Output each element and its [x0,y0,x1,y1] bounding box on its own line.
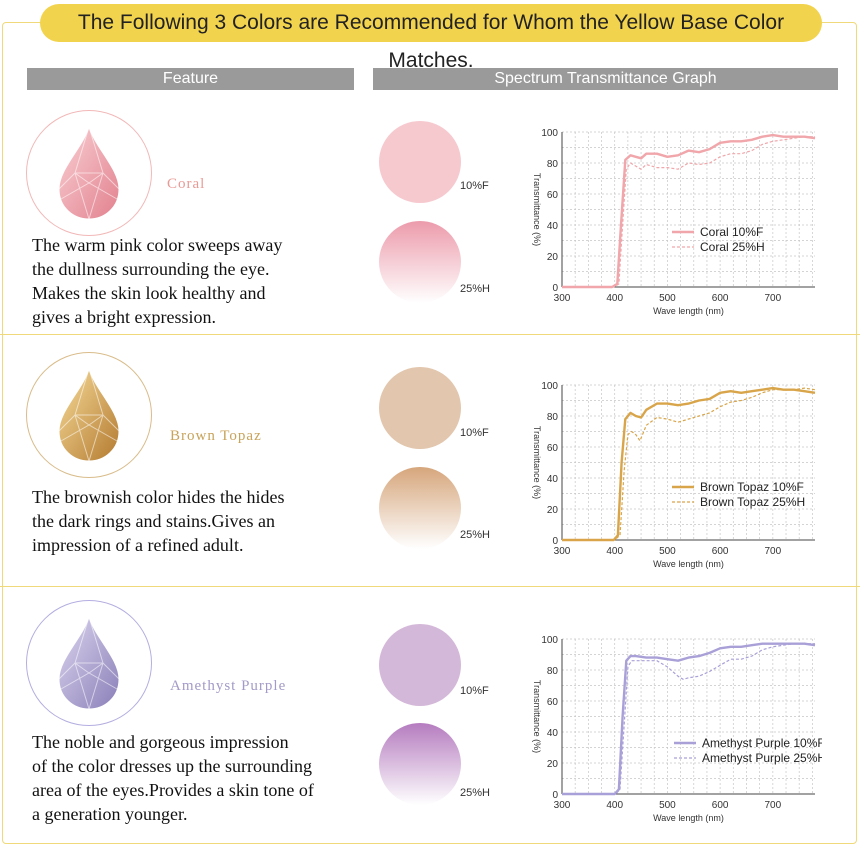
y-tick-label: 0 [552,790,558,801]
feature-header: Feature [27,68,354,90]
series-line [562,386,816,542]
y-tick-label: 100 [541,635,558,646]
x-tick-label: 600 [712,800,729,811]
series-line [562,643,815,795]
y-tick-label: 60 [547,697,559,708]
section-divider [0,586,860,587]
y-tick-label: 40 [547,221,559,232]
swatch-label: 25%H [460,283,490,295]
y-tick-label: 40 [547,474,559,485]
x-tick-label: 500 [659,546,676,557]
x-axis-label: Wave length (nm) [653,306,724,316]
product-name: Amethyst Purple [170,678,287,694]
y-tick-label: 40 [547,728,559,739]
y-tick-label: 100 [541,381,558,392]
y-tick-label: 20 [547,505,559,516]
x-tick-label: 300 [554,546,571,557]
section-divider [0,334,860,335]
y-tick-label: 20 [547,252,559,263]
y-tick-label: 80 [547,666,559,677]
legend-label: Coral 25%H [700,240,765,254]
y-axis-label: Transmittance (%) [532,680,542,753]
x-tick-label: 500 [659,800,676,811]
y-tick-label: 0 [552,283,558,294]
series-line [562,642,816,796]
gemstone-icon [58,367,120,462]
legend-label: Amethyst Purple 25%H [702,751,822,765]
lens-swatch-25h [379,723,461,805]
swatch-label: 10%F [460,180,489,192]
legend-label: Brown Topaz 10%F [700,480,804,494]
x-axis-label: Wave length (nm) [653,559,724,569]
x-tick-label: 500 [659,293,676,304]
x-tick-label: 400 [606,546,623,557]
y-tick-label: 60 [547,443,559,454]
legend-label: Amethyst Purple 10%F [702,736,822,750]
y-tick-label: 80 [547,159,559,170]
x-tick-label: 400 [606,800,623,811]
swatch-label: 10%F [460,427,489,439]
graph-header: Spectrum Transmittance Graph [373,68,838,90]
swatch-label: 10%F [460,685,489,697]
x-tick-label: 400 [606,293,623,304]
title-banner: The Following 3 Colors are Recommended f… [40,4,822,72]
x-tick-label: 600 [712,293,729,304]
y-tick-label: 0 [552,536,558,547]
swatch-label: 25%H [460,529,490,541]
product-description: The brownish color hides the hides the d… [32,487,285,555]
y-tick-label: 20 [547,759,559,770]
product-description: The warm pink color sweeps away the dull… [32,235,283,327]
lens-swatch-25h [379,221,461,303]
product-name: Brown Topaz [170,428,262,444]
x-tick-label: 700 [764,293,781,304]
lens-swatch-10f [379,121,461,203]
lens-swatch-10f [379,367,461,449]
lens-swatch-10f [379,624,461,706]
x-tick-label: 600 [712,546,729,557]
x-tick-label: 300 [554,293,571,304]
y-tick-label: 80 [547,412,559,423]
y-axis-label: Transmittance (%) [532,173,542,246]
gemstone-icon [58,125,120,220]
transmittance-chart: 0 20 40 60 80 100 300 400 500 600 700 Wave length (… [532,381,816,569]
legend-label: Brown Topaz 25%H [700,495,805,509]
product-description: The noble and gorgeous impression of the… [32,732,314,824]
y-tick-label: 60 [547,190,559,201]
lens-swatch-25h [379,467,461,549]
gem-circle [26,110,152,236]
gem-circle [26,352,152,478]
swatch-label: 25%H [460,787,490,799]
transmittance-chart: 0 20 40 60 80 100 300 400 500 600 700 Wave length (… [532,635,822,823]
series-line [562,133,816,289]
gemstone-icon [58,615,120,710]
x-axis-label: Wave length (nm) [653,813,724,823]
x-tick-label: 700 [764,800,781,811]
series-line [562,136,815,288]
product-name: Coral [167,176,206,192]
y-axis-label: Transmittance (%) [532,426,542,499]
legend-label: Coral 10%F [700,225,763,239]
series-line [562,387,816,541]
gem-circle [26,600,152,726]
x-tick-label: 700 [764,546,781,557]
transmittance-chart: 0 20 40 60 80 100 300 400 500 600 700 Wave length (… [532,128,816,316]
y-tick-label: 100 [541,128,558,139]
x-tick-label: 300 [554,800,571,811]
